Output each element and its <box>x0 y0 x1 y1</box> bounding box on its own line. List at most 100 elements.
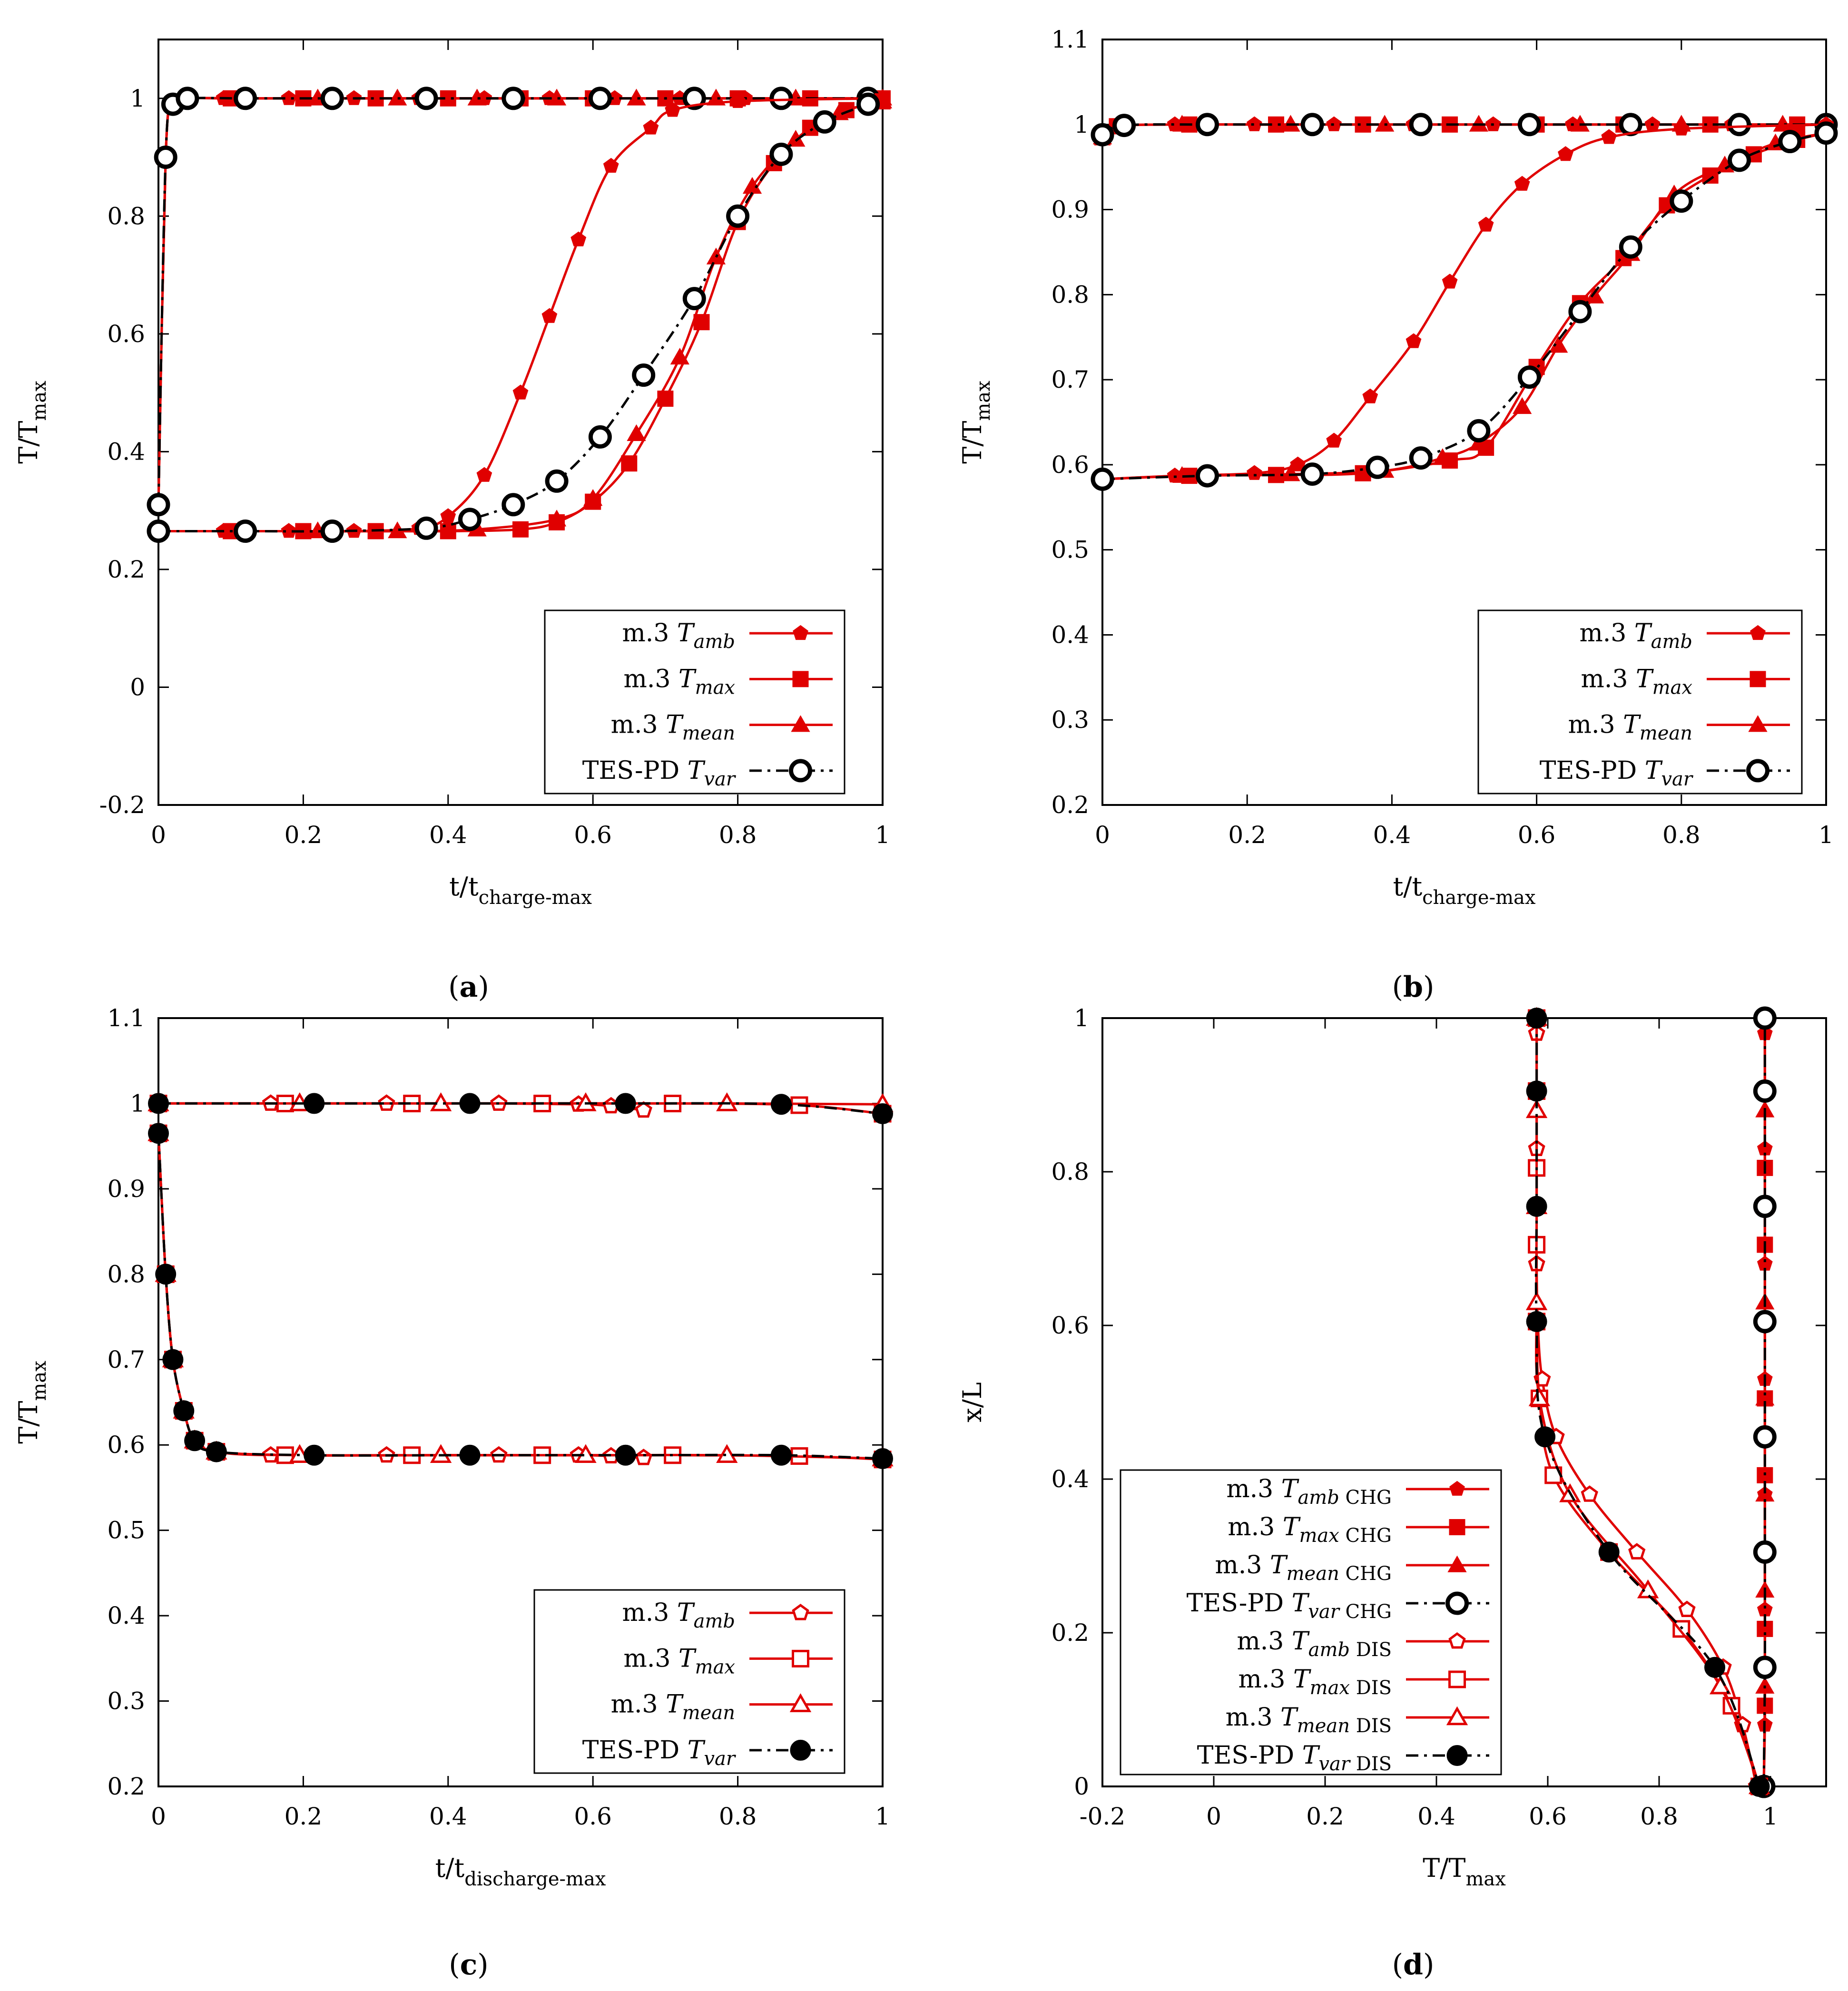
legend-marker <box>792 1604 809 1620</box>
data-point <box>682 87 706 110</box>
data-point <box>1670 189 1693 213</box>
data-point <box>476 467 492 482</box>
data-point <box>1366 455 1389 479</box>
y-tick-label: 0.4 <box>107 438 145 465</box>
data-point <box>1598 1541 1620 1563</box>
data-point <box>1704 1657 1725 1678</box>
data-point <box>176 87 199 110</box>
x-tick-label: 0.6 <box>1529 1803 1567 1830</box>
data-point <box>621 455 638 472</box>
legend-label: TES-PD Tvar CHG <box>1187 1589 1392 1623</box>
legend: m.3 Tamb m.3 Tmax m.3 Tmean TES-PD Tvar <box>544 609 845 794</box>
legend-box <box>1477 609 1803 794</box>
data-point <box>726 204 750 228</box>
y-tick-label: 1 <box>1074 111 1089 138</box>
data-point <box>856 92 880 116</box>
y-tick-label: 0.5 <box>1051 536 1089 564</box>
legend-marker <box>789 759 812 783</box>
data-point <box>206 1441 227 1462</box>
y-tick-label: 0 <box>130 673 145 701</box>
x-tick-label: 0.2 <box>285 821 323 849</box>
data-point <box>693 314 710 331</box>
data-point <box>1300 462 1324 486</box>
data-point <box>1281 464 1300 481</box>
x-tick-label: 0 <box>1095 821 1110 849</box>
data-point <box>234 520 257 543</box>
series-line <box>1102 132 1827 481</box>
y-tick-label: 1.1 <box>107 1004 145 1032</box>
legend-marker <box>1748 715 1768 732</box>
y-tick-label: 1 <box>130 85 145 112</box>
y-tick-label: 0.9 <box>1051 196 1089 224</box>
data-point <box>627 424 646 441</box>
data-point <box>414 516 438 540</box>
data-point <box>682 287 706 311</box>
x-tick-label: 0.4 <box>429 1803 467 1830</box>
data-point <box>1814 121 1838 145</box>
data-point <box>1778 130 1802 153</box>
data-point <box>501 87 525 110</box>
y-axis-label: x/L <box>957 1382 987 1422</box>
data-point <box>769 142 793 166</box>
legend-label: m.3 Tmean CHG <box>1215 1551 1392 1585</box>
y-tick-label: 0.2 <box>1051 791 1089 819</box>
series-m-3-t-max-dis <box>1528 1009 1769 1795</box>
legend-label: m.3 Tamb CHG <box>1226 1475 1392 1509</box>
data-point <box>547 510 567 527</box>
legend-marker <box>1446 1745 1468 1766</box>
data-point <box>1406 333 1422 348</box>
data-point <box>1601 129 1617 144</box>
y-tick-label: 0.9 <box>107 1175 145 1203</box>
y-axis-label: T/Tmax <box>957 381 994 464</box>
chart-panel-c: 0 0.2 0.4 0.6 0.8 10.20.30.40.50.60.70.80.911… <box>13 1004 894 1981</box>
data-point <box>1196 113 1219 137</box>
data-point <box>632 363 656 387</box>
y-tick-label: 0.2 <box>1051 1619 1089 1647</box>
legend: m.3 Tamb m.3 Tmax m.3 Tmean TES-PD Tvar <box>533 1589 845 1774</box>
data-point <box>635 1101 652 1118</box>
data-point <box>1528 1387 1551 1406</box>
data-point <box>588 425 612 449</box>
legend-label: m.3 Tmean DIS <box>1226 1703 1392 1737</box>
data-point <box>670 347 689 365</box>
data-point <box>512 384 529 400</box>
y-tick-label: -0.2 <box>99 791 145 819</box>
legend: m.3 Tamb m.3 Tmax m.3 Tmean TES-PD Tvar <box>1477 609 1803 794</box>
data-point <box>1702 167 1719 184</box>
data-point <box>1300 113 1324 137</box>
legend-marker <box>1446 1706 1468 1726</box>
data-point <box>147 493 170 517</box>
data-point <box>1534 1426 1556 1448</box>
data-point <box>769 87 793 110</box>
x-tick-label: 0.4 <box>429 821 467 849</box>
y-tick-label: 1 <box>130 1089 145 1117</box>
data-point <box>467 88 487 106</box>
series-m-3-t-mean-dis <box>1525 1007 1770 1795</box>
legend-marker <box>1449 1519 1465 1535</box>
data-point <box>155 1264 177 1285</box>
y-tick-label: 0.6 <box>1051 451 1089 479</box>
data-point <box>1709 1675 1731 1695</box>
data-point <box>1091 467 1114 491</box>
series-tes-pd-t-var-chg <box>1752 1006 1777 1798</box>
data-point <box>304 1444 325 1466</box>
data-point <box>1526 1196 1547 1217</box>
y-tick-label: 0.6 <box>1051 1312 1089 1339</box>
x-tick-label: 0.8 <box>719 1803 757 1830</box>
y-tick-label: 0.3 <box>107 1687 145 1715</box>
series-m-3-t-amb-dis <box>1528 1024 1765 1794</box>
legend-marker <box>1447 1555 1467 1572</box>
data-point <box>615 1093 636 1114</box>
legend-marker <box>791 715 810 732</box>
panel-caption: (c) <box>449 1948 488 1981</box>
y-tick-label: 0.4 <box>107 1602 145 1629</box>
legend-label: TES-PD Tvar <box>1540 756 1694 790</box>
y-tick-label: 0.8 <box>1051 281 1089 308</box>
x-tick-label: 1 <box>1763 1803 1778 1830</box>
plot-frame <box>1101 1017 1827 1787</box>
y-tick-label: 0.2 <box>107 1773 145 1800</box>
series-line <box>1102 132 1827 481</box>
data-point <box>770 1094 792 1115</box>
x-tick-label: -0.2 <box>1080 1803 1125 1830</box>
chart-panel-b: 0 0.2 0.4 0.6 0.8 10.20.30.40.50.60.70.80.911… <box>957 26 1838 1004</box>
